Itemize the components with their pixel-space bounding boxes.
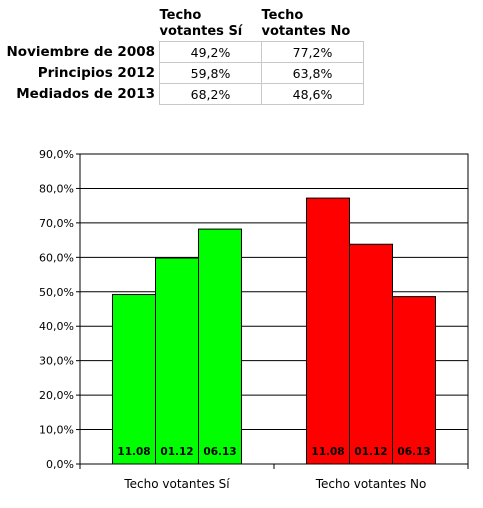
bar-label: 11.08	[117, 446, 150, 458]
bar	[155, 257, 199, 465]
row-label: Mediados de 2013	[16, 86, 155, 102]
y-tick-label: 60,0%	[39, 251, 74, 264]
table-header-no: Techo votantes No	[261, 8, 351, 39]
axes	[76, 153, 469, 469]
y-tick-label: 40,0%	[39, 320, 74, 333]
y-tick-label: 0,0%	[46, 458, 74, 471]
bar-label: 01.12	[160, 446, 193, 458]
x-category-label: Techo votantes No	[315, 477, 427, 491]
table-cell: 48,6%	[261, 83, 364, 105]
bar-label: 06.13	[397, 446, 430, 458]
table-row: Mediados de 2013 68,2% 48,6%	[0, 83, 364, 105]
y-tick-label: 70,0%	[39, 217, 74, 230]
y-tick-label: 20,0%	[39, 389, 74, 402]
bar-label: 06.13	[203, 446, 236, 458]
bar-label: 11.08	[311, 446, 344, 458]
table-row: Principios 2012 59,8% 63,8%	[0, 62, 364, 84]
bars	[112, 197, 436, 465]
x-category-label: Techo votantes Sí	[123, 477, 230, 491]
y-tick-label: 80,0%	[39, 182, 74, 195]
y-tick-label: 50,0%	[39, 286, 74, 299]
labels: 0,0% 10,0% 20,0% 30,0% 40,0% 50,0% 60,0% 70,0% 8…	[39, 148, 431, 491]
bar	[306, 197, 350, 465]
data-table: Techo votantes Sí Techo votantes No Novi…	[0, 8, 364, 105]
y-tick-label: 30,0%	[39, 355, 74, 368]
row-label: Principios 2012	[37, 65, 155, 81]
bar	[112, 294, 156, 465]
table-cell: 59,8%	[159, 62, 262, 84]
bar-label: 01.12	[354, 446, 387, 458]
y-tick-label: 90,0%	[39, 148, 74, 161]
bar	[392, 296, 436, 465]
table-header-row: Techo votantes Sí Techo votantes No	[0, 8, 364, 42]
bar	[198, 228, 242, 465]
y-tick-label: 10,0%	[39, 424, 74, 437]
table-header-si: Techo votantes Sí	[159, 8, 243, 39]
bar	[349, 243, 393, 465]
row-label: Noviembre de 2008	[6, 44, 156, 60]
table-cell: 68,2%	[159, 83, 262, 105]
table-cell: 63,8%	[261, 62, 364, 84]
table-cell: 77,2%	[261, 41, 364, 63]
